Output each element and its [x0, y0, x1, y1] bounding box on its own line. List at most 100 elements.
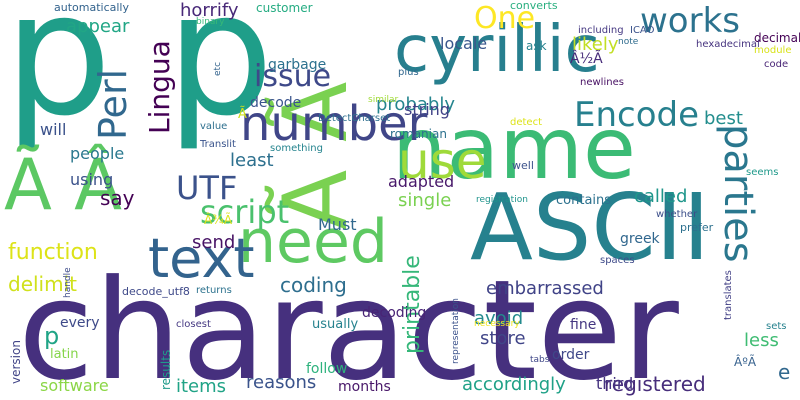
- word: will: [40, 120, 67, 139]
- word: including: [578, 25, 624, 36]
- word: sets: [766, 321, 787, 332]
- word: garbage: [268, 57, 327, 73]
- word: etc: [213, 61, 223, 76]
- word: character: [18, 250, 679, 400]
- word: delimit: [8, 272, 77, 296]
- word: note: [618, 37, 639, 47]
- word: say: [100, 186, 135, 210]
- word: value: [200, 121, 228, 132]
- word: representation: [451, 297, 461, 364]
- word: module: [754, 45, 792, 56]
- word: works: [640, 1, 740, 41]
- word: number: [240, 96, 428, 152]
- word: usually: [312, 317, 359, 332]
- word: cyrillic: [394, 13, 600, 87]
- word: fine: [570, 317, 597, 333]
- word: Â¾Ã: [204, 213, 233, 227]
- word: binary: [196, 17, 225, 27]
- word: adapted: [388, 172, 455, 191]
- word: software: [40, 376, 109, 395]
- word: Translit: [200, 139, 236, 150]
- word: returns: [196, 285, 232, 296]
- word: contains: [556, 193, 612, 208]
- word: p: [44, 322, 60, 350]
- word: latin: [50, 347, 79, 362]
- word: best: [704, 108, 743, 129]
- word: closest: [176, 319, 211, 330]
- word: code: [764, 59, 789, 70]
- word: decode: [250, 95, 302, 111]
- word: issue: [254, 59, 332, 94]
- word: whether: [656, 209, 698, 220]
- word: embarrassed: [486, 278, 604, 299]
- word: accordingly: [462, 374, 566, 395]
- word: third: [596, 374, 634, 393]
- word: decode_utf8: [122, 285, 190, 298]
- word: less: [744, 330, 779, 351]
- word: registration: [476, 195, 528, 205]
- word: results: [159, 349, 173, 390]
- word: newlines: [580, 77, 624, 88]
- word: romanian: [390, 127, 447, 141]
- word: handle: [63, 267, 73, 298]
- word: plus: [398, 67, 419, 78]
- word: least: [230, 150, 274, 171]
- word: ASCII: [470, 174, 710, 281]
- word: called: [634, 186, 688, 207]
- word: appear: [66, 16, 130, 37]
- word: converts: [510, 0, 558, 12]
- word: every: [60, 315, 100, 331]
- word: using: [70, 170, 114, 189]
- word: decoding: [362, 305, 427, 321]
- word: ÂºÃ: [734, 355, 757, 369]
- word: spaces: [600, 255, 635, 266]
- word: order: [552, 347, 590, 363]
- word: detect: [510, 117, 542, 128]
- word: use: [398, 132, 487, 190]
- word: DetectCharset: [318, 113, 391, 124]
- word: text: [148, 227, 255, 290]
- word: well: [512, 159, 534, 172]
- word: items: [176, 376, 227, 397]
- word: likely: [572, 34, 619, 55]
- word: registered: [604, 372, 706, 396]
- word: Encode: [574, 95, 700, 135]
- word: avoid: [474, 308, 524, 329]
- word: automatically: [54, 1, 129, 14]
- word: parties: [715, 124, 761, 263]
- word: Ã: [238, 107, 247, 122]
- word: reasons: [246, 372, 317, 393]
- word: function: [8, 240, 98, 265]
- word: One: [474, 1, 536, 36]
- word: ICAO: [630, 25, 655, 36]
- word: seems: [746, 167, 779, 178]
- word: hexadecimal: [696, 39, 760, 50]
- word: follow: [306, 361, 348, 377]
- word: name: [392, 99, 636, 199]
- word: necessary: [474, 319, 520, 329]
- word: ask: [526, 39, 547, 53]
- word: e: [778, 360, 791, 384]
- word: customer: [256, 1, 313, 15]
- word: single: [398, 190, 452, 211]
- word: decimal: [754, 31, 800, 45]
- word: UTF: [176, 169, 238, 207]
- word: similar: [368, 95, 399, 105]
- word: Lingua: [143, 40, 176, 134]
- word: people: [70, 144, 125, 163]
- word: p p: [4, 0, 274, 154]
- word: locale: [440, 34, 488, 53]
- word: greek: [620, 231, 660, 247]
- word: something: [270, 143, 323, 154]
- word: version: [9, 340, 23, 384]
- word: store: [480, 328, 526, 349]
- word: Must: [318, 215, 357, 234]
- word: prefer: [680, 221, 714, 234]
- word: send: [192, 232, 236, 253]
- word: Perl: [91, 68, 135, 140]
- word: translates: [723, 270, 734, 320]
- word: probably: [376, 94, 455, 115]
- word: horrify: [180, 0, 239, 21]
- word: Â½Ã: [570, 51, 603, 67]
